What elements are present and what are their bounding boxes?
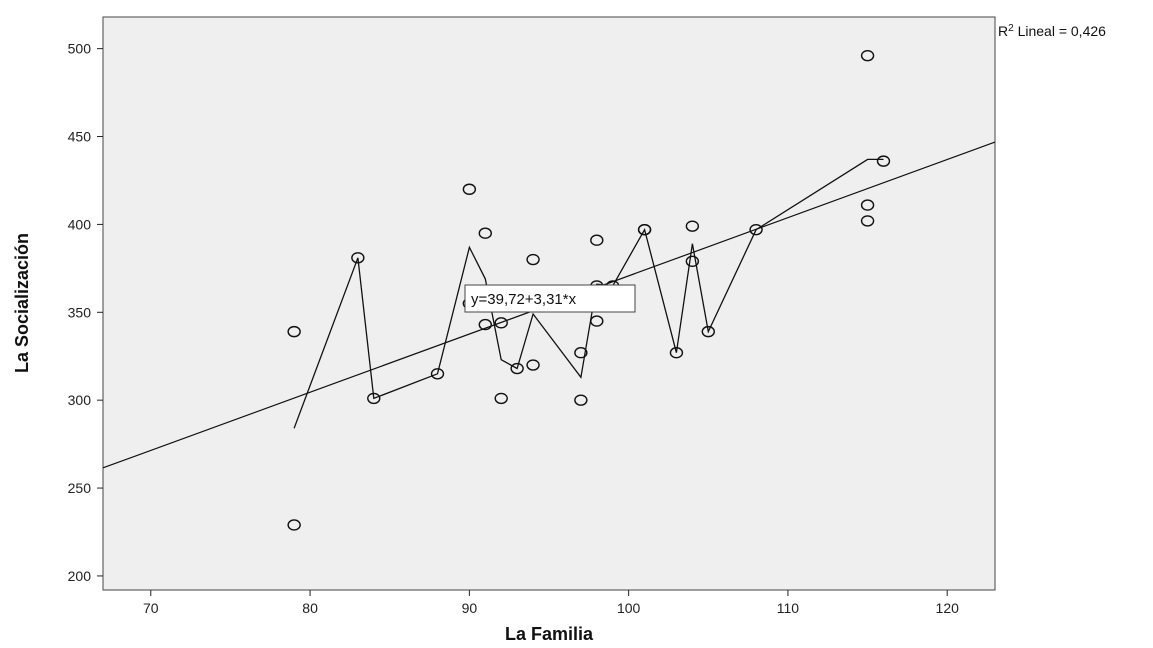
data-point — [510, 362, 524, 375]
data-point — [526, 359, 540, 371]
data-point — [287, 519, 301, 531]
data-point — [478, 227, 492, 239]
x-tick-label: 80 — [302, 600, 318, 616]
y-tick-label: 300 — [68, 392, 92, 408]
equation-label: y=39,72+3,31*x — [471, 291, 577, 308]
data-point — [478, 318, 492, 331]
smoother-line — [293, 158, 884, 429]
data-point — [860, 215, 875, 227]
equation-box — [464, 284, 636, 313]
x-tick-label: 70 — [143, 600, 159, 616]
data-point — [367, 392, 381, 405]
y-axis-title: La Socialización — [12, 233, 32, 373]
x-tick-label: 100 — [617, 600, 641, 616]
y-tick-label: 350 — [68, 304, 92, 320]
data-point — [637, 223, 652, 236]
y-tick-label: 500 — [68, 41, 92, 57]
x-tick-label: 110 — [777, 600, 800, 616]
data-point — [669, 347, 684, 359]
data-point — [860, 199, 875, 211]
data-point — [749, 223, 763, 236]
data-point — [574, 394, 588, 406]
data-point — [526, 253, 540, 266]
y-tick-label: 250 — [68, 480, 92, 496]
y-tick-label: 200 — [68, 568, 92, 584]
data-point — [462, 183, 477, 195]
data-point — [685, 255, 700, 268]
data-point — [701, 325, 715, 338]
data-point — [351, 252, 365, 264]
data-point — [590, 315, 604, 327]
r2-annotation: R2 Lineal = 0,426 — [998, 23, 1106, 40]
data-point — [590, 234, 604, 246]
x-tick-label: 90 — [462, 600, 478, 616]
data-point — [494, 317, 508, 329]
x-tick-label: 120 — [936, 600, 960, 616]
data-point — [574, 347, 588, 359]
data-point — [287, 325, 301, 338]
data-point — [860, 49, 875, 62]
data-point — [685, 220, 700, 232]
y-tick-label: 450 — [68, 129, 92, 145]
y-tick-label: 400 — [68, 216, 92, 232]
data-point — [494, 392, 508, 405]
data-point — [430, 368, 445, 380]
x-axis-title: La Familia — [505, 624, 594, 644]
data-point — [876, 155, 891, 167]
